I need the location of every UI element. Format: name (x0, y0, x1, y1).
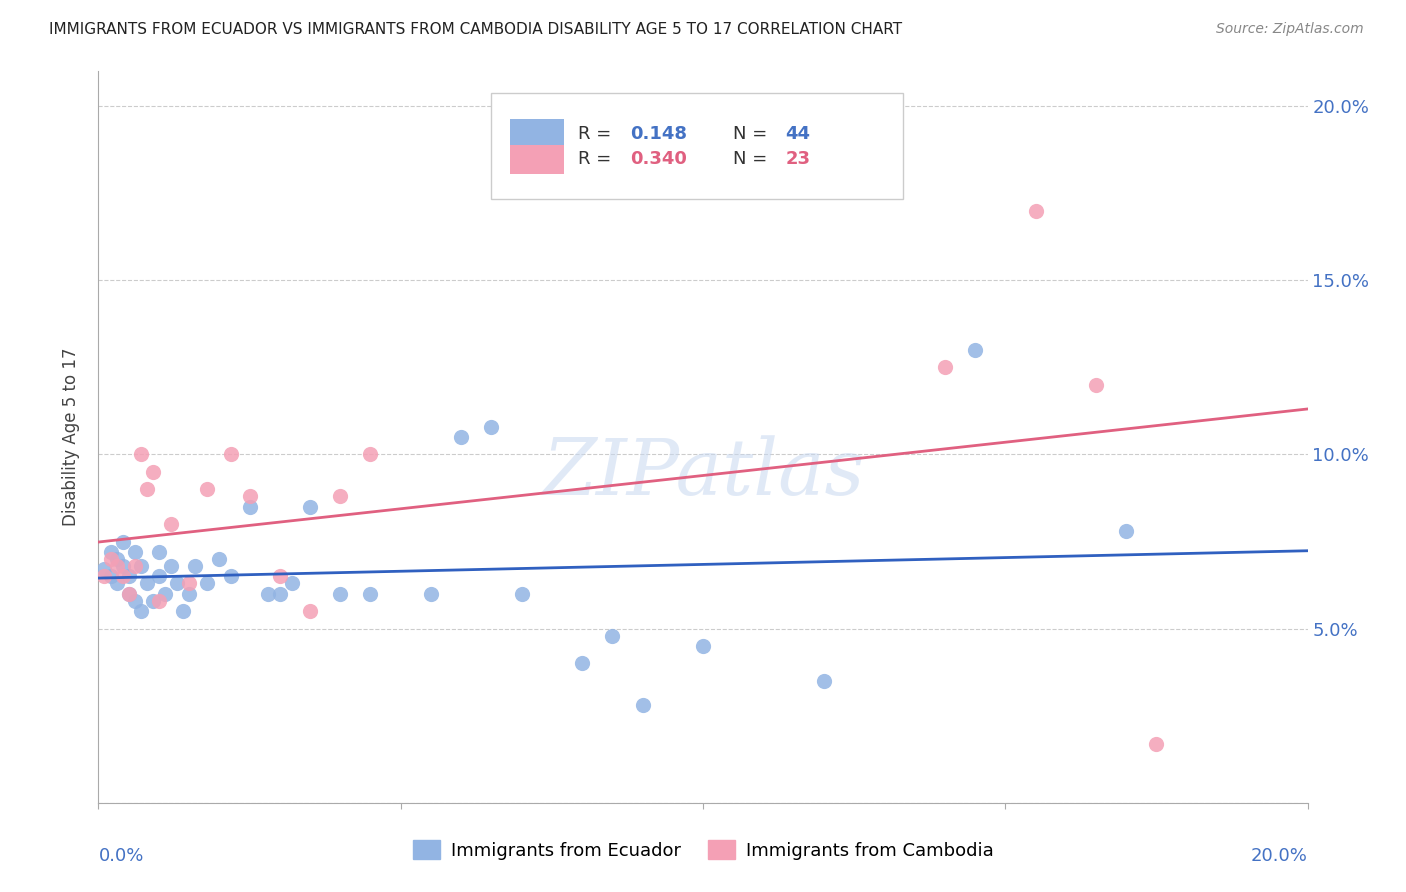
Text: 0.340: 0.340 (630, 150, 688, 168)
Point (1024, 203, 1046, 218)
Point (299, 500, 322, 514)
Point (360, 587, 382, 601)
Point (239, 489, 262, 503)
Point (329, 587, 352, 601)
Point (129, 604, 152, 618)
Point (692, 639, 714, 653)
Point (118, 587, 141, 601)
FancyBboxPatch shape (492, 94, 903, 200)
Text: ZIPatlas: ZIPatlas (541, 435, 865, 512)
Point (269, 587, 291, 601)
Point (111, 558, 134, 573)
Text: N =: N = (734, 150, 773, 168)
Point (100, 569, 122, 583)
Text: 0.148: 0.148 (630, 125, 688, 143)
Point (813, 673, 835, 688)
Point (571, 657, 593, 671)
Point (195, 483, 218, 497)
Point (184, 558, 207, 573)
Point (1115, 524, 1137, 538)
Point (510, 587, 533, 601)
FancyBboxPatch shape (509, 119, 564, 148)
Point (118, 587, 141, 601)
Point (269, 569, 291, 583)
Text: N =: N = (734, 125, 773, 143)
Text: 0.0%: 0.0% (98, 847, 143, 864)
Point (299, 604, 322, 618)
Point (100, 552, 122, 566)
Point (208, 552, 231, 566)
Point (221, 448, 243, 462)
Legend: Immigrants from Ecuador, Immigrants from Cambodia: Immigrants from Ecuador, Immigrants from… (405, 833, 1001, 867)
Text: R =: R = (578, 125, 617, 143)
Point (179, 587, 201, 601)
Point (1085, 377, 1108, 392)
Text: IMMIGRANTS FROM ECUADOR VS IMMIGRANTS FROM CAMBODIA DISABILITY AGE 5 TO 17 CORRE: IMMIGRANTS FROM ECUADOR VS IMMIGRANTS FR… (49, 22, 903, 37)
Point (124, 558, 146, 573)
Point (965, 343, 987, 357)
Point (160, 558, 183, 573)
Point (329, 489, 352, 503)
Point (195, 576, 218, 591)
FancyBboxPatch shape (509, 145, 564, 174)
Point (142, 465, 165, 479)
Text: 44: 44 (785, 125, 810, 143)
Point (172, 604, 194, 618)
Point (148, 594, 170, 608)
Point (256, 587, 278, 601)
Point (631, 698, 654, 713)
Point (360, 448, 382, 462)
Point (239, 500, 262, 514)
Point (135, 483, 157, 497)
Point (602, 629, 624, 643)
Point (450, 430, 472, 444)
Text: R =: R = (578, 150, 617, 168)
Point (111, 534, 134, 549)
Point (100, 545, 122, 559)
Point (105, 552, 128, 566)
Point (93, 562, 115, 576)
Point (111, 569, 134, 583)
Point (153, 587, 176, 601)
Point (420, 587, 443, 601)
Point (481, 419, 503, 434)
Point (129, 558, 152, 573)
Point (160, 517, 183, 532)
Point (281, 576, 304, 591)
Y-axis label: Disability Age 5 to 17: Disability Age 5 to 17 (62, 348, 80, 526)
Point (105, 558, 128, 573)
Point (148, 545, 170, 559)
Point (166, 576, 188, 591)
Point (124, 594, 146, 608)
Text: 20.0%: 20.0% (1251, 847, 1308, 864)
Point (934, 360, 956, 375)
Point (148, 569, 170, 583)
Text: Source: ZipAtlas.com: Source: ZipAtlas.com (1216, 22, 1364, 37)
Point (135, 576, 157, 591)
Text: 23: 23 (785, 150, 810, 168)
Point (124, 545, 146, 559)
Point (1144, 737, 1167, 751)
Point (221, 569, 243, 583)
Point (179, 576, 201, 591)
Point (105, 576, 128, 591)
Point (129, 448, 152, 462)
Point (118, 569, 141, 583)
Point (93, 569, 115, 583)
Point (142, 594, 165, 608)
